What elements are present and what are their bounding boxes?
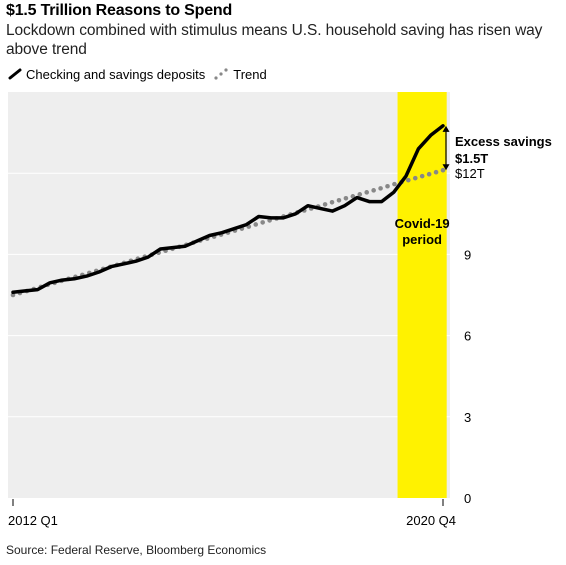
trend-point: [406, 177, 411, 183]
trend-point: [378, 186, 383, 191]
excess-savings-arrowhead-top: [442, 125, 450, 132]
covid-period-label-line2: period: [402, 232, 442, 247]
legend: Checking and savings deposits Trend: [8, 65, 275, 83]
excess-savings-label-line2: $1.5T: [455, 151, 488, 166]
trend-point: [350, 194, 356, 199]
trend-point: [385, 183, 390, 189]
trend-point: [260, 220, 265, 225]
trend-point: [440, 167, 446, 173]
gridlines: [8, 172, 450, 418]
excess-savings-label-line1: Excess savings: [455, 134, 552, 149]
trend-point: [364, 190, 370, 195]
y-axis-tick-labels: 0 3 6 9: [464, 247, 471, 506]
x-tick-label: 2020 Q4: [406, 513, 456, 528]
legend-swatch-deposits: [8, 68, 22, 80]
chart-title: $1.5 Trillion Reasons to Spend: [6, 2, 233, 19]
covid-period-band: [397, 92, 447, 498]
legend-label-deposits: Checking and savings deposits: [26, 66, 206, 82]
y-axis-top-label: $12T: [455, 166, 485, 181]
covid-period-label-line1: Covid-19: [395, 216, 450, 231]
trend-point: [433, 169, 439, 175]
trend-point: [253, 222, 259, 227]
trend-point: [426, 171, 432, 177]
legend-label-trend: Trend: [233, 66, 267, 82]
x-tick-label: 2012 Q1: [8, 513, 58, 528]
deposits-series-line: [11, 124, 445, 295]
line-chart: Covid-19 period 0 3 6 9 $12T Excess savings…: [8, 92, 552, 528]
x-axis-ticks: 2012 Q1 2020 Q4: [8, 499, 456, 528]
y-tick-label: 3: [464, 410, 471, 425]
legend-item-deposits: Checking and savings deposits: [8, 67, 205, 82]
chart-subtitle: Lockdown combined with stimulus means U.…: [6, 22, 543, 58]
trend-point: [392, 181, 397, 187]
y-tick-label: 9: [464, 247, 471, 262]
y-tick-label: 0: [464, 491, 471, 506]
trend-point: [371, 188, 376, 193]
trend-point: [357, 192, 363, 197]
trend-point: [412, 175, 418, 181]
trend-point: [336, 197, 342, 203]
trend-point: [322, 202, 328, 207]
trend-point: [329, 199, 335, 205]
trend-point: [343, 196, 349, 201]
legend-swatch-trend: [214, 68, 228, 80]
trend-point: [419, 173, 425, 179]
excess-savings-arrowhead-bottom: [442, 164, 450, 171]
legend-item-trend: Trend: [213, 66, 267, 82]
y-tick-label: 6: [464, 329, 471, 344]
source-note: Source: Federal Reserve, Bloomberg Econo…: [6, 543, 267, 557]
plot-background: [8, 92, 450, 498]
